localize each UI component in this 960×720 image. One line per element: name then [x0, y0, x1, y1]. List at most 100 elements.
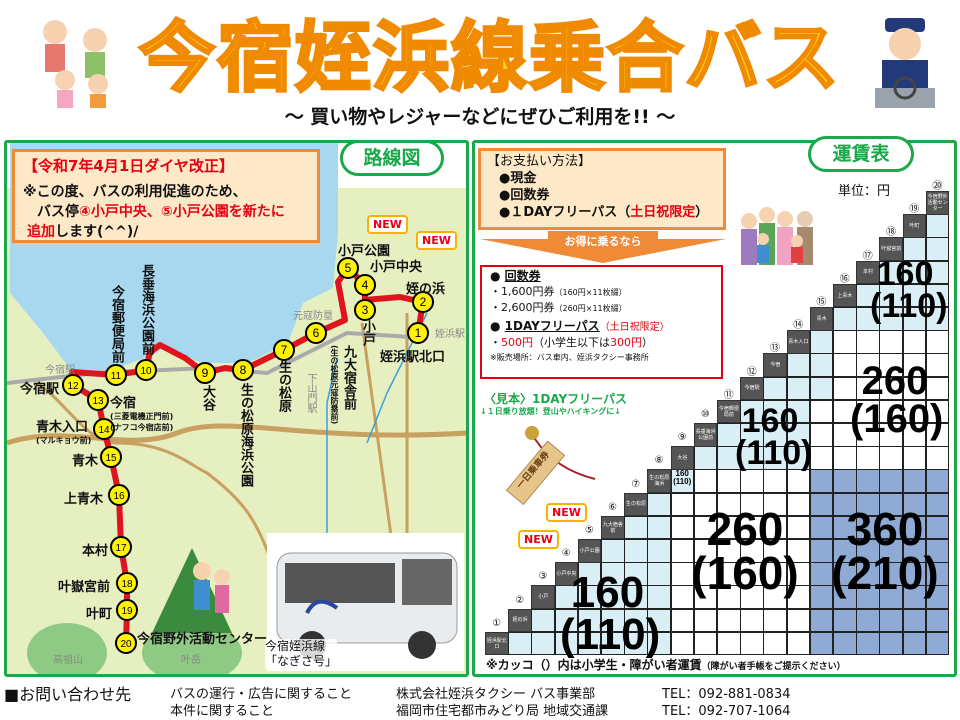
fare-header-number-17: ⑰ — [862, 250, 873, 262]
fare-adult: 160 — [876, 255, 934, 293]
landmark-shimoyamato-station: 下山門駅 — [305, 373, 316, 413]
stop-name: 叶町 — [86, 607, 113, 622]
notice-line-2a: バス停 — [37, 204, 79, 220]
fare-header-number-19: ⑲ — [909, 204, 920, 216]
fare-cell — [693, 492, 718, 517]
fare-header-13: 今宿 — [763, 353, 788, 378]
fare-cell — [879, 608, 904, 633]
fare-cell — [925, 515, 950, 540]
family-illustration — [20, 10, 120, 110]
fare-cell — [577, 631, 602, 656]
fare-cell — [856, 307, 880, 331]
fare-cell — [925, 539, 950, 563]
stop-label-11: 今宿郵便局前 — [109, 285, 124, 363]
fare-table-heading: 運賃表 — [808, 136, 914, 172]
revision-notice: 【令和7年4月1日ダイヤ改正】 ※この度、バスの利用促進のため、 バス停④小戸中… — [12, 149, 320, 243]
fare-cell — [740, 399, 764, 424]
stop-number-7: 7 — [281, 343, 288, 357]
fare-cell — [856, 539, 880, 563]
fare-cell — [786, 353, 811, 378]
fare-cell — [925, 307, 950, 331]
stop-name: 小戸公園 — [338, 244, 391, 259]
stop-marker-16 — [108, 484, 130, 506]
dayfree-child-price: 300円 — [610, 336, 642, 349]
stop-marker-5 — [337, 257, 359, 279]
payment-dayfree-close: ） — [695, 205, 709, 220]
contact-tel-1[interactable]: TEL：092-881-0834 — [662, 687, 791, 702]
fare-cell — [647, 608, 672, 633]
route-map-heading: 路線図 — [340, 143, 444, 176]
stop-name: 九大宿舎前 — [341, 345, 356, 410]
fare-cell — [879, 353, 904, 378]
stop-marker-7 — [273, 339, 295, 361]
fare-cell — [879, 260, 904, 285]
fare-cell — [763, 608, 788, 633]
fare-cell — [670, 539, 695, 563]
unit-label: 単位：円 — [838, 184, 891, 199]
fare-header-10: 長垂海浜公園前 — [693, 423, 718, 447]
stop-label-15: 青木 — [72, 450, 98, 469]
fare-cell — [925, 631, 950, 656]
contact-tel-2[interactable]: TEL：092-707-1064 — [662, 704, 791, 719]
fare-cell — [717, 631, 741, 656]
fare-cell — [856, 492, 880, 517]
fare-header-14: 青木入口 — [786, 330, 811, 354]
fare-cell — [786, 423, 811, 447]
fare-cell — [693, 539, 718, 563]
stop-marker-15 — [100, 446, 122, 468]
map-road — [7, 423, 466, 446]
bus-caption-name: 「なぎさ号」 — [265, 654, 338, 668]
stop-number-5: 5 — [345, 261, 352, 275]
arrow-banner: お得に乗るなら — [480, 231, 726, 263]
fare-cell — [833, 469, 857, 494]
stop-subname: (三菱電機正門前) — [110, 412, 174, 421]
fare-cell — [856, 353, 880, 378]
fare-header-7: 生の松原 — [624, 492, 648, 517]
stop-label-9: 大谷 — [200, 385, 215, 411]
dayfree-limit: （土日祝限定） — [599, 322, 670, 333]
fare-cell — [740, 585, 764, 610]
fare-cell — [763, 539, 788, 563]
fare-cell — [624, 539, 648, 563]
fare-header-5: 小戸公園 — [577, 539, 602, 563]
stop-number-20: 20 — [120, 639, 132, 650]
fare-cell — [902, 585, 927, 610]
fare-header-4: 小戸中央 — [554, 562, 579, 586]
fare-cell — [879, 330, 904, 354]
fare-cell — [740, 469, 764, 494]
dayfree-child-note-end: ） — [642, 336, 653, 349]
fare-header-16: 上青木 — [833, 283, 857, 308]
dayfree-title: 1DAYフリーパス — [504, 319, 600, 333]
stop-number-12: 12 — [67, 381, 79, 392]
stop-label-13: 今宿 (三菱電機正門前) (ナフコ今宿店前) — [110, 392, 173, 433]
fare-cell — [856, 446, 880, 470]
fare-header-12: 今宿駅 — [740, 376, 764, 401]
fare-cell — [693, 585, 718, 610]
fare-header-number-16: ⑯ — [839, 273, 850, 285]
fare-adult: 160 — [741, 402, 799, 440]
stop-marker-8 — [232, 359, 254, 381]
fare-cell — [786, 376, 811, 401]
fare-cell — [786, 469, 811, 494]
fare-band-label: 260 (160) — [850, 361, 943, 446]
stop-marker-14 — [93, 418, 115, 440]
fare-cell — [786, 515, 811, 540]
fare-cell — [879, 539, 904, 563]
fare-header-2: 姪の浜 — [508, 608, 532, 633]
stop-number-15: 15 — [105, 453, 117, 464]
fare-cell — [647, 585, 672, 610]
fare-cell — [693, 631, 718, 656]
fare-cell — [763, 423, 788, 447]
arrow-banner-label: お得に乗るなら — [564, 235, 642, 248]
fare-header-number-6: ⑥ — [608, 501, 618, 513]
notice-line-3b: します(^^)/ — [55, 224, 139, 240]
stop-number-13: 13 — [92, 396, 104, 407]
fare-cell — [925, 353, 950, 378]
dayfree-pass-tag: 一日乗車券 — [500, 425, 600, 506]
bus-caption-line: 今宿姪浜線 — [265, 639, 326, 653]
page-subtitle: ～ 買い物やレジャーなどにぜひご利用を!! ～ — [284, 106, 676, 128]
fare-cell — [786, 585, 811, 610]
fare-cell — [740, 492, 764, 517]
fare-child: (160) — [691, 546, 799, 599]
fare-cell — [786, 492, 811, 517]
